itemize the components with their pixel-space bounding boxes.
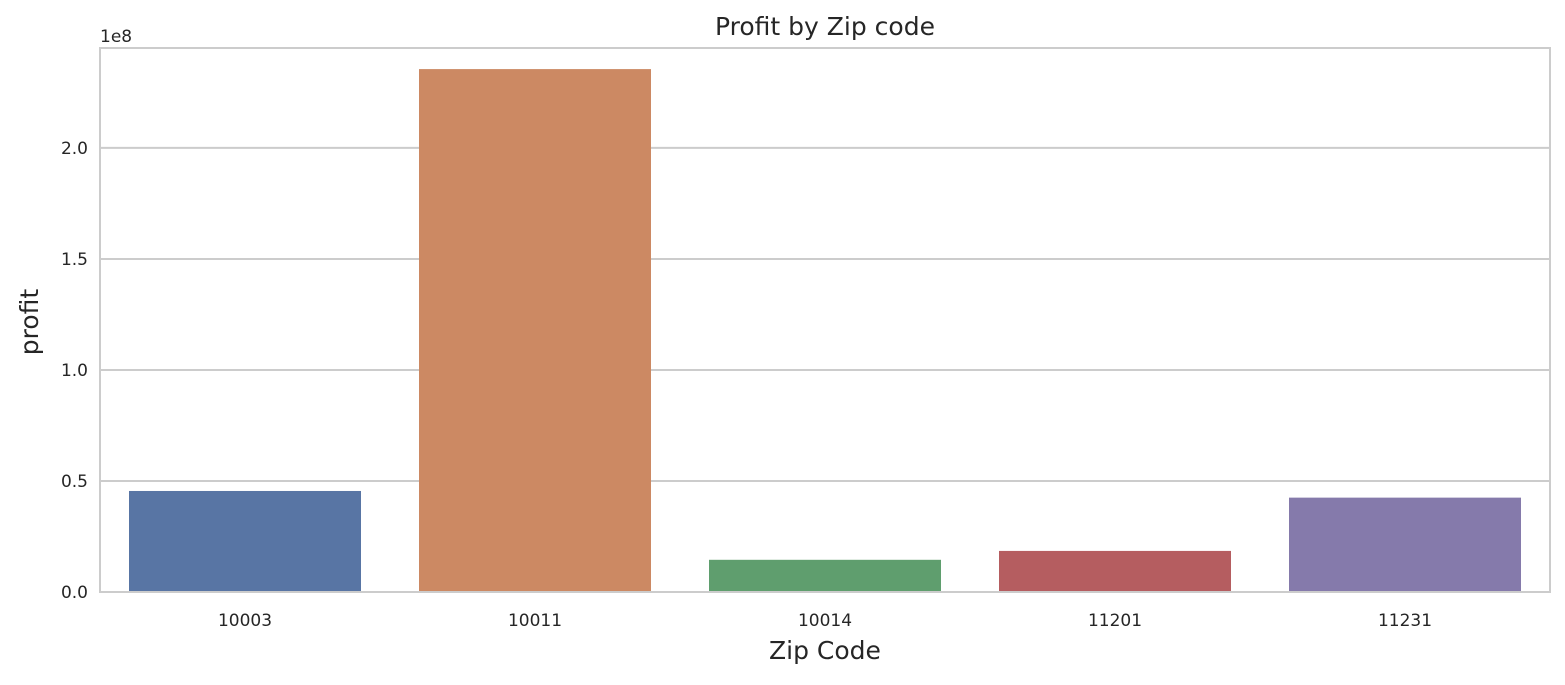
bars bbox=[129, 69, 1521, 593]
y-tick-label: 1.5 bbox=[61, 250, 88, 270]
y-tick-label: 2.0 bbox=[61, 139, 88, 159]
x-tick-label: 10014 bbox=[798, 611, 852, 631]
x-tick-label: 10011 bbox=[508, 611, 562, 631]
y-tick-label: 1.0 bbox=[61, 361, 88, 381]
bar-10003 bbox=[129, 490, 361, 592]
x-tick-label: 11231 bbox=[1378, 611, 1432, 631]
chart-title: Profit by Zip code bbox=[715, 12, 935, 41]
bar-10014 bbox=[709, 559, 941, 592]
x-tick-label: 10003 bbox=[218, 611, 272, 631]
x-axis-label: Zip Code bbox=[769, 636, 881, 665]
x-tick-label: 11201 bbox=[1088, 611, 1142, 631]
y-tick-labels: 0.0 0.5 1.0 1.5 2.0 bbox=[61, 139, 88, 603]
y-axis-label: profit bbox=[15, 289, 44, 356]
bar-11231 bbox=[1289, 497, 1521, 592]
bar-10011 bbox=[419, 69, 651, 593]
x-tick-labels: 10003 10011 10014 11201 11231 bbox=[218, 611, 1432, 631]
y-tick-label: 0.5 bbox=[61, 472, 88, 492]
plot-frame bbox=[99, 47, 1551, 593]
y-offset-label: 1e8 bbox=[100, 27, 132, 47]
bar-11201 bbox=[999, 550, 1231, 592]
y-tick-label: 0.0 bbox=[61, 583, 88, 603]
